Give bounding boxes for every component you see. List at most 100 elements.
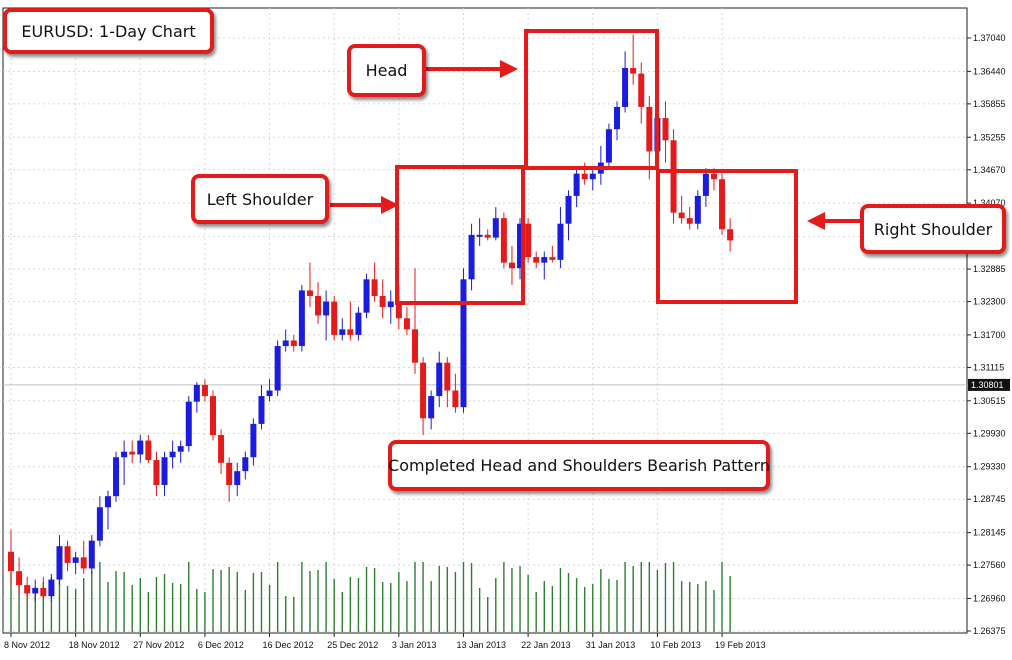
- candle: [678, 195, 685, 224]
- candle-body: [630, 68, 637, 74]
- candle-body: [670, 140, 677, 213]
- candle: [460, 268, 467, 413]
- x-tick-label: 6 Dec 2012: [198, 640, 244, 650]
- candle-body: [428, 396, 435, 419]
- candle: [153, 451, 160, 497]
- candle-body: [40, 587, 47, 597]
- candle-body: [371, 279, 378, 296]
- candle-body: [80, 557, 87, 569]
- candle-body: [177, 446, 184, 452]
- candle: [315, 282, 322, 324]
- candle-body: [412, 329, 418, 363]
- candle: [605, 123, 612, 169]
- x-tick-label: 8 Nov 2012: [4, 640, 50, 650]
- candle: [420, 357, 427, 436]
- candle-body: [702, 173, 709, 196]
- current-price-box: [968, 378, 1010, 391]
- x-tick-label: 25 Dec 2012: [327, 640, 378, 650]
- x-tick-label: 16 Dec 2012: [263, 640, 314, 650]
- candle-body: [16, 571, 23, 586]
- candle-body: [500, 218, 507, 263]
- candle: [452, 373, 459, 413]
- candle: [104, 490, 111, 530]
- candle-body: [581, 173, 588, 180]
- candle: [702, 168, 709, 208]
- candle: [331, 295, 338, 341]
- y-tick-label: 1.34070: [973, 198, 1006, 208]
- candle: [56, 535, 63, 586]
- candle: [201, 379, 208, 402]
- candle-body: [24, 585, 31, 594]
- candle-body: [549, 257, 556, 260]
- candle: [686, 207, 693, 230]
- candle-body: [468, 234, 475, 280]
- candle: [484, 229, 491, 241]
- candle-body: [565, 195, 572, 224]
- candle: [129, 440, 136, 463]
- candle-body: [210, 396, 216, 436]
- plot-area: [2, 7, 968, 634]
- candle: [646, 95, 653, 180]
- candle: [290, 334, 297, 352]
- candle-body: [169, 451, 176, 458]
- candle: [32, 579, 39, 602]
- candle: [226, 457, 233, 502]
- candle-body: [226, 462, 233, 486]
- candle-body: [452, 390, 459, 408]
- candle: [719, 173, 726, 235]
- candle: [403, 307, 410, 335]
- candle: [363, 273, 370, 319]
- candle-body: [541, 257, 548, 263]
- candle-body: [64, 546, 71, 563]
- candle: [339, 318, 346, 341]
- candle-body: [727, 229, 734, 241]
- candle-body: [306, 290, 313, 296]
- candle-body: [355, 312, 362, 335]
- candle: [347, 301, 354, 341]
- candle-body: [339, 329, 346, 335]
- y-tick-label: 1.31700: [973, 330, 1006, 340]
- candle-body: [290, 340, 297, 347]
- x-tick-label: 31 Jan 2013: [586, 640, 636, 650]
- candle: [185, 396, 192, 452]
- candle: [387, 290, 394, 324]
- y-tick-label: 1.27560: [973, 560, 1006, 570]
- candle: [638, 62, 645, 124]
- y-tick-label: 1.28745: [973, 494, 1006, 504]
- chart-title-callout: EURUSD: 1-Day Chart: [3, 8, 214, 54]
- candle: [694, 190, 701, 230]
- y-tick-label: 1.35855: [973, 99, 1006, 109]
- candle-body: [258, 396, 265, 424]
- candle-body: [250, 423, 257, 458]
- candle: [40, 576, 47, 602]
- candle: [210, 390, 216, 441]
- right-shoulder-box: [656, 169, 798, 304]
- grid-layer: [3, 8, 967, 633]
- candle-body: [533, 257, 540, 263]
- candle-body: [379, 295, 386, 308]
- candle: [565, 190, 572, 241]
- candle: [589, 168, 596, 191]
- right-shoulder-callout: Right Shoulder: [860, 204, 1006, 254]
- y-tick-label: 1.26375: [973, 626, 1006, 636]
- candle: [614, 101, 620, 141]
- head-callout: Head: [347, 44, 426, 97]
- callout-arrows: [330, 60, 862, 230]
- pattern-boxes: [395, 29, 798, 305]
- candle: [161, 451, 168, 497]
- candle-body: [710, 173, 717, 180]
- candle-body: [622, 68, 629, 107]
- x-tick-label: 27 Nov 2012: [133, 640, 184, 650]
- y-tick-label: 1.34670: [973, 165, 1006, 175]
- candle-body: [48, 579, 55, 597]
- y-tick-label: 1.32885: [973, 264, 1006, 274]
- candle: [379, 279, 386, 319]
- candle-body: [719, 179, 726, 230]
- candle: [258, 384, 265, 430]
- candle: [670, 129, 677, 224]
- candle-body: [508, 262, 515, 269]
- candle-body: [145, 440, 152, 461]
- y-tick-label: 1.29930: [973, 428, 1006, 438]
- candle-body: [638, 73, 645, 107]
